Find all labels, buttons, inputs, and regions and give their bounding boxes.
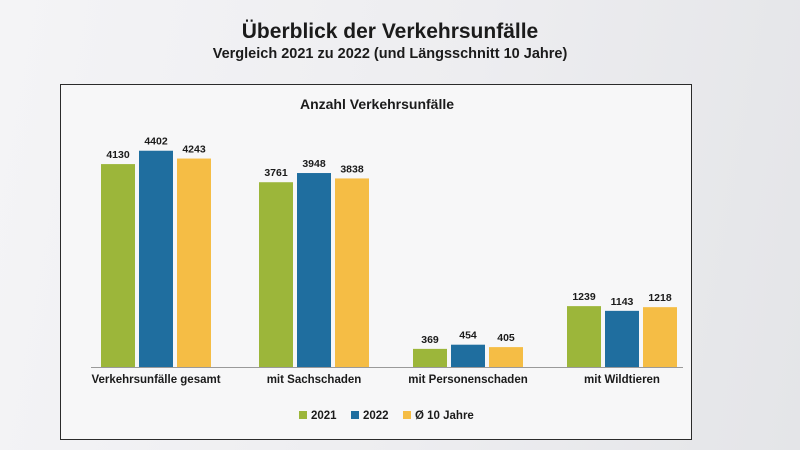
bar-2-4 — [605, 310, 639, 367]
data-label: 405 — [497, 332, 515, 344]
chart-legend: 2021 2022 Ø 10 Jahre — [299, 410, 474, 422]
bar-2-3 — [451, 344, 485, 367]
category-label: mit Personenschaden — [408, 374, 528, 386]
data-label: 1239 — [572, 291, 596, 303]
data-label: 3948 — [302, 158, 326, 170]
data-label: 4402 — [144, 136, 168, 148]
category-label: mit Wildtieren — [584, 374, 660, 386]
page-subtitle: Vergleich 2021 zu 2022 (und Längsschnitt… — [212, 46, 568, 62]
bar-1-3 — [413, 348, 447, 367]
bar-chart: Anzahl Verkehrsunfälle 4130 4402 4243 3761 3… — [91, 96, 683, 422]
chart-title: Anzahl Verkehrsunfälle — [300, 96, 454, 112]
page-title: Überblick der Verkehrsunfälle — [241, 20, 539, 43]
bar-3-3 — [489, 347, 523, 367]
bar-2-2 — [297, 173, 331, 367]
data-label: 1218 — [648, 292, 672, 304]
data-label: 3838 — [340, 163, 364, 175]
legend-label-1: 2021 — [311, 410, 337, 422]
bar-3-1 — [177, 158, 211, 367]
data-label: 4243 — [182, 144, 206, 156]
bar-3-2 — [335, 178, 369, 367]
bar-chart-frame: Anzahl Verkehrsunfälle 4130 4402 4243 3761 3… — [60, 84, 692, 440]
legend-label-2: 2022 — [363, 410, 389, 422]
data-label: 3761 — [264, 167, 288, 179]
bar-1-1 — [101, 164, 135, 367]
category-label: mit Sachschaden — [267, 374, 362, 386]
legend-label-3: Ø 10 Jahre — [415, 410, 474, 422]
data-label: 454 — [459, 330, 477, 342]
category-label: Verkehrsunfälle gesamt — [91, 374, 220, 386]
bar-2-1 — [139, 150, 173, 367]
data-label: 369 — [421, 334, 439, 346]
data-label: 1143 — [611, 296, 634, 308]
bar-1-4 — [567, 306, 601, 367]
bar-3-4 — [643, 307, 677, 367]
legend-swatch-2 — [351, 411, 359, 419]
bar-1-2 — [259, 182, 293, 367]
legend-swatch-1 — [299, 411, 307, 419]
legend-swatch-3 — [403, 411, 411, 419]
data-label: 4130 — [106, 149, 130, 161]
